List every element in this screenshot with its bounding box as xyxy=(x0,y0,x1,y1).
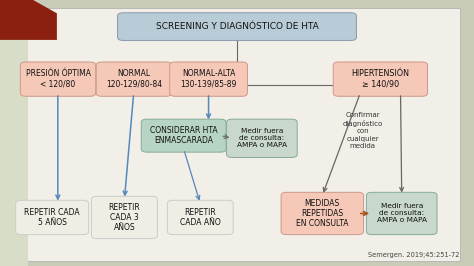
Text: CONSIDERAR HTA
ENMASCARADA: CONSIDERAR HTA ENMASCARADA xyxy=(150,126,218,145)
FancyBboxPatch shape xyxy=(333,62,428,96)
FancyBboxPatch shape xyxy=(20,62,96,96)
Text: REPETIR CADA
5 AÑOS: REPETIR CADA 5 AÑOS xyxy=(24,208,80,227)
Text: Medir fuera
de consulta:
AMPA o MAPA: Medir fuera de consulta: AMPA o MAPA xyxy=(237,128,287,148)
Text: PRESIÓN ÓPTIMA
< 120/80: PRESIÓN ÓPTIMA < 120/80 xyxy=(26,69,91,89)
FancyBboxPatch shape xyxy=(366,192,437,235)
FancyBboxPatch shape xyxy=(91,196,157,239)
FancyBboxPatch shape xyxy=(19,8,460,261)
Text: SCREENING Y DIAGNÓSTICO DE HTA: SCREENING Y DIAGNÓSTICO DE HTA xyxy=(155,22,319,31)
Text: MEDIDAS
REPETIDAS
EN CONSULTA: MEDIDAS REPETIDAS EN CONSULTA xyxy=(296,198,348,228)
Text: Confirmar
diagnóstico
con
cualquier
medida: Confirmar diagnóstico con cualquier medi… xyxy=(343,112,383,149)
FancyBboxPatch shape xyxy=(0,0,28,266)
FancyBboxPatch shape xyxy=(227,119,297,157)
FancyBboxPatch shape xyxy=(167,200,233,235)
Polygon shape xyxy=(0,0,57,40)
FancyBboxPatch shape xyxy=(141,119,226,152)
FancyBboxPatch shape xyxy=(96,62,172,96)
FancyBboxPatch shape xyxy=(281,192,364,235)
Text: REPETIR
CADA 3
AÑOS: REPETIR CADA 3 AÑOS xyxy=(109,202,140,232)
FancyBboxPatch shape xyxy=(118,13,356,40)
Text: NORMAL
120-129/80-84: NORMAL 120-129/80-84 xyxy=(106,69,162,89)
Text: Semergen. 2019;45:251-72: Semergen. 2019;45:251-72 xyxy=(368,252,460,258)
Text: REPETIR
CADA AÑO: REPETIR CADA AÑO xyxy=(180,208,220,227)
FancyBboxPatch shape xyxy=(16,200,89,235)
FancyBboxPatch shape xyxy=(170,62,247,96)
Text: Medir fuera
de consulta:
AMPA o MAPA: Medir fuera de consulta: AMPA o MAPA xyxy=(377,203,427,223)
Text: NORMAL-ALTA
130-139/85-89: NORMAL-ALTA 130-139/85-89 xyxy=(181,69,237,89)
Text: HIPERTENSIÓN
≥ 140/90: HIPERTENSIÓN ≥ 140/90 xyxy=(351,69,410,89)
